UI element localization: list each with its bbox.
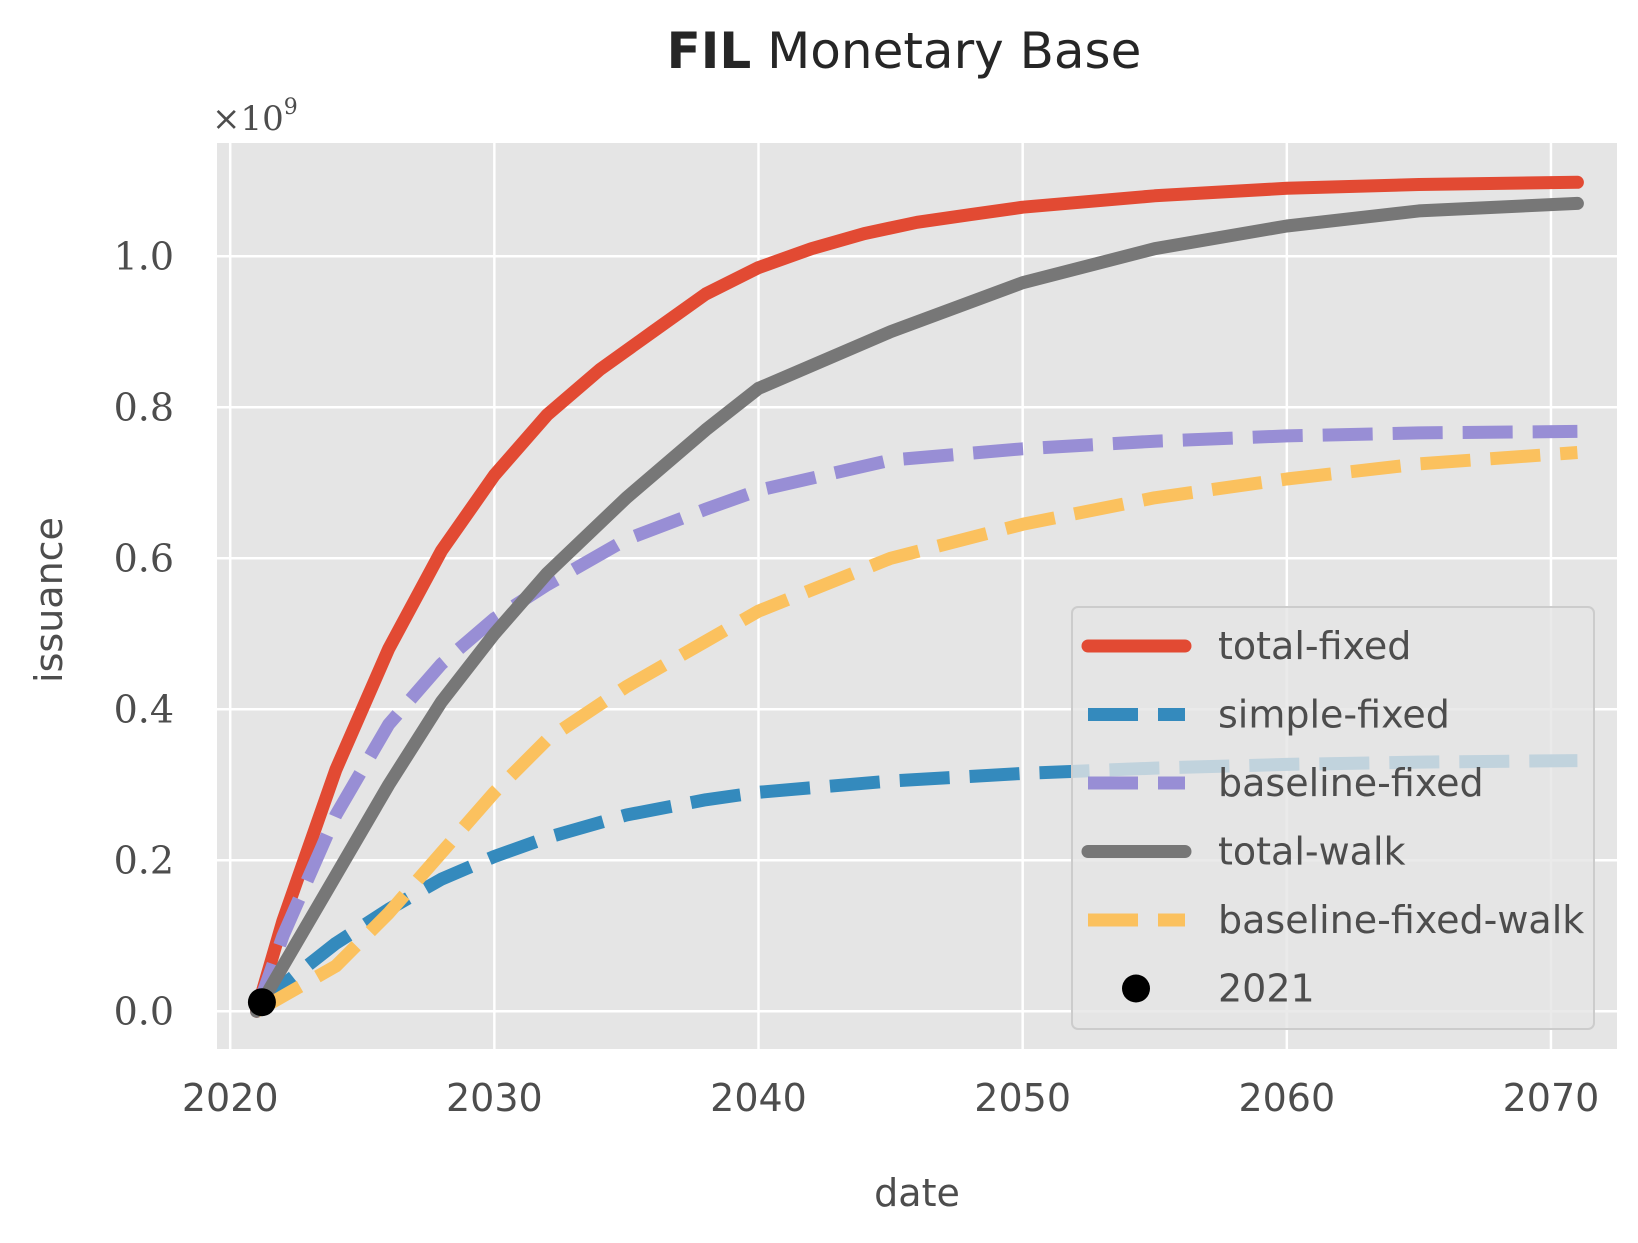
legend-label: simple-fixed xyxy=(1218,693,1450,737)
x-axis-label: date xyxy=(874,1171,960,1215)
x-tick-label: 2060 xyxy=(1238,1076,1335,1120)
chart-title: FIL Monetary Base xyxy=(667,22,1142,80)
x-tick-label: 2040 xyxy=(710,1076,807,1120)
legend-swatch-2021 xyxy=(1122,974,1150,1003)
y-tick-label: 0.8 xyxy=(114,385,174,429)
legend-label: total-fixed xyxy=(1218,624,1411,668)
chart-title-bold: FIL xyxy=(667,22,752,80)
x-tick-label: 2020 xyxy=(182,1076,279,1120)
y-tick-label: 0.4 xyxy=(114,687,174,731)
x-tick-label: 2070 xyxy=(1503,1076,1600,1120)
y-multiplier-exp: 9 xyxy=(284,95,298,120)
y-tick-label: 0.0 xyxy=(114,989,174,1033)
y-tick-label: 0.6 xyxy=(114,536,174,580)
y-ticks: 0.0 0.2 0.4 0.6 0.8 1.0 xyxy=(114,234,174,1033)
legend-box xyxy=(1071,606,1595,1030)
x-tick-label: 2030 xyxy=(446,1076,543,1120)
legend-label: baseline-fixed-walk xyxy=(1218,898,1584,942)
series-line-total-walk xyxy=(250,196,1584,1018)
y-multiplier: ×109 xyxy=(212,95,298,139)
point-2021 xyxy=(247,988,276,1017)
y-axis-label: issuance xyxy=(27,517,71,683)
legend-label: 2021 xyxy=(1218,967,1315,1011)
points-layer xyxy=(247,988,276,1017)
legend-label: total-walk xyxy=(1218,830,1406,874)
legend: total-fixed simple-fixed baseline-fixed tot… xyxy=(1071,606,1595,1030)
x-tick-label: 2050 xyxy=(974,1076,1071,1120)
chart-title-rest: Monetary Base xyxy=(751,22,1141,80)
x-ticks: 2020 2030 2040 2050 2060 2070 xyxy=(182,1076,1599,1120)
series-line-baseline-fixed xyxy=(250,424,1578,1014)
series-line-total-fixed xyxy=(250,175,1584,1018)
grid xyxy=(217,143,1617,1049)
legend-label: baseline-fixed xyxy=(1218,761,1484,805)
y-tick-label: 1.0 xyxy=(114,234,174,278)
series-line-baseline-fixed-walk xyxy=(253,446,1578,1017)
y-tick-label: 0.2 xyxy=(114,838,174,882)
y-multiplier-base: ×10 xyxy=(212,99,284,139)
